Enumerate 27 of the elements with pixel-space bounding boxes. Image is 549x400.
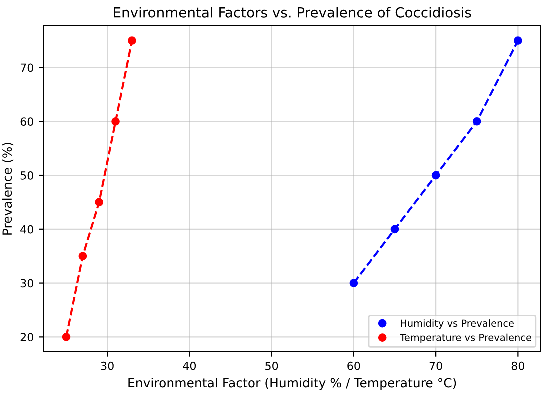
y-axis-title: Prevalence (%) [2,142,14,235]
x-tick-label: 80 [512,362,525,370]
y-tick-label: 50 [20,172,34,180]
point [62,333,71,342]
y-tick-label: 40 [20,225,34,234]
point [78,252,88,261]
y-tick-label: 70 [20,64,34,72]
point [112,117,120,126]
point [128,36,136,45]
point [350,279,358,288]
chart-title: Environmental Factors vs. Prevalence of Coccidiosis [114,7,472,18]
y-tick-label: 60 [20,118,34,126]
x-tick-label: 50 [266,362,278,370]
x-axis-title: Environmental Factor (Humidity % / Temperature °C) [128,378,456,390]
x-tick-label: 70 [430,362,442,370]
legend-label: Temperature vs Prevalence [400,334,532,344]
x-tick-label: 40 [183,362,196,370]
x-tick-label: 30 [101,362,114,370]
point [390,225,400,234]
legend-label: Humidity vs Prevalence [401,320,514,329]
y-tick-label: 20 [20,333,34,342]
x-tick-label: 60 [348,362,360,370]
point [95,198,104,207]
point [472,117,482,126]
point [514,36,522,45]
y-tick-label: 30 [20,279,34,288]
point [432,171,440,180]
